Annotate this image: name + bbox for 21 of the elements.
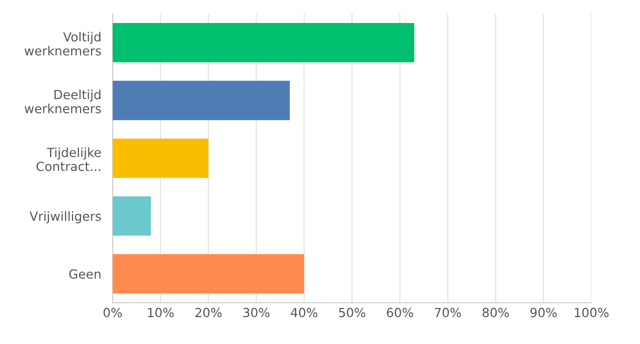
x-tick-label: 10% [148,308,174,318]
x-tick-label: 0% [104,308,122,318]
x-tick-label: 100% [574,308,609,318]
x-tick-label: 60% [386,308,414,318]
y-tick-label: Voltijd werknemers [24,32,101,56]
x-tick-label: 30% [243,308,270,318]
y-tick-label: Deeltijd werknemers [24,90,101,114]
bar [112,196,151,236]
y-tick-label: Geen [69,269,100,279]
x-tick-label: 80% [482,308,509,318]
x-tick-label: 90% [530,308,557,318]
x-tick-label: 40% [290,308,318,318]
y-tick-label: Vrijwilligers [30,211,101,224]
bar [112,23,414,62]
y-tick-label: Tijdelijke Contract... [36,147,101,172]
bar [112,80,290,120]
x-tick-label: 50% [339,308,366,318]
bar [112,138,208,178]
x-tick-label: 20% [195,308,222,318]
bar [112,254,304,294]
x-tick-label: 70% [434,308,461,318]
